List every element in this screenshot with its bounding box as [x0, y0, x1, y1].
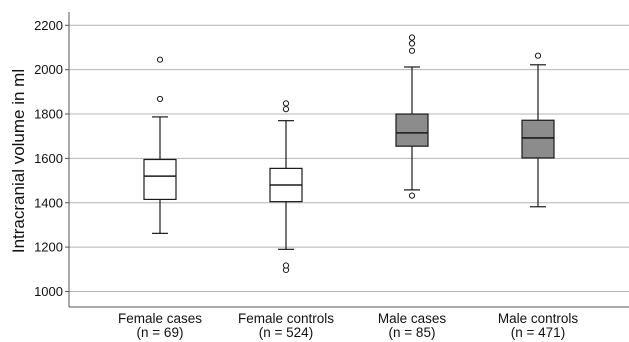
- x-category-label: Male cases: [378, 311, 447, 326]
- x-category-count: (n = 471): [511, 325, 565, 340]
- outlier-point: [156, 95, 164, 103]
- box-male-controls: [521, 52, 555, 208]
- box-male-cases: [395, 34, 429, 199]
- y-tick-label: 2000: [34, 62, 63, 77]
- outlier-point: [534, 52, 542, 59]
- boxes: [143, 34, 555, 274]
- axes: [65, 12, 629, 308]
- x-category-count: (n = 524): [259, 325, 313, 340]
- box-female-controls: [269, 100, 303, 274]
- outlier-point: [282, 262, 290, 269]
- iqr-box: [143, 158, 177, 201]
- gridlines: [69, 24, 629, 292]
- x-category-count: (n = 85): [389, 325, 436, 340]
- iqr-box: [395, 113, 429, 147]
- labels: 1000 1200 1400 1600 1800 2000 2200 Female cases…: [34, 18, 578, 340]
- outlier-point: [156, 56, 164, 63]
- outlier-point: [408, 47, 416, 54]
- outlier-point: [282, 100, 290, 107]
- x-category-label: Female cases: [118, 311, 202, 326]
- outlier-point: [408, 34, 416, 41]
- y-tick-label: 1200: [34, 240, 63, 255]
- y-tick-label: 1400: [34, 195, 63, 210]
- outlier-point: [282, 106, 290, 113]
- outlier-point: [408, 192, 416, 199]
- y-tick-label: 1000: [34, 284, 63, 299]
- x-category-label: Female controls: [238, 311, 334, 326]
- box-female-cases: [143, 56, 177, 234]
- y-tick-label: 1800: [34, 107, 63, 122]
- y-axis-title: Intracranial volume in ml: [9, 69, 28, 253]
- x-category-count: (n = 69): [137, 325, 184, 340]
- x-category-label: Male controls: [498, 311, 579, 326]
- y-tick-label: 2200: [34, 18, 63, 33]
- y-tick-label: 1600: [34, 151, 63, 166]
- iqr-box: [521, 119, 555, 159]
- outlier-point: [408, 40, 416, 47]
